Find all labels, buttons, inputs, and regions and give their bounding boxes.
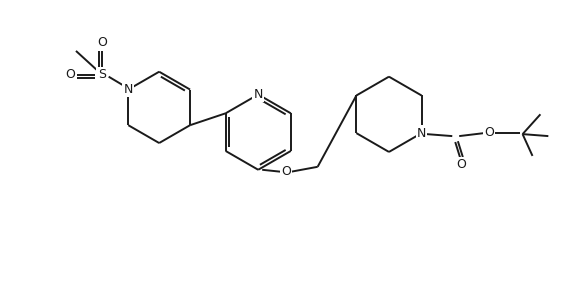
Text: O: O [456,158,466,171]
Text: N: N [253,88,263,101]
Text: N: N [124,83,133,96]
Text: S: S [98,68,106,81]
Text: O: O [281,165,291,178]
Text: O: O [97,36,107,49]
Text: N: N [417,127,426,140]
Text: O: O [484,126,494,139]
Text: O: O [65,68,75,81]
